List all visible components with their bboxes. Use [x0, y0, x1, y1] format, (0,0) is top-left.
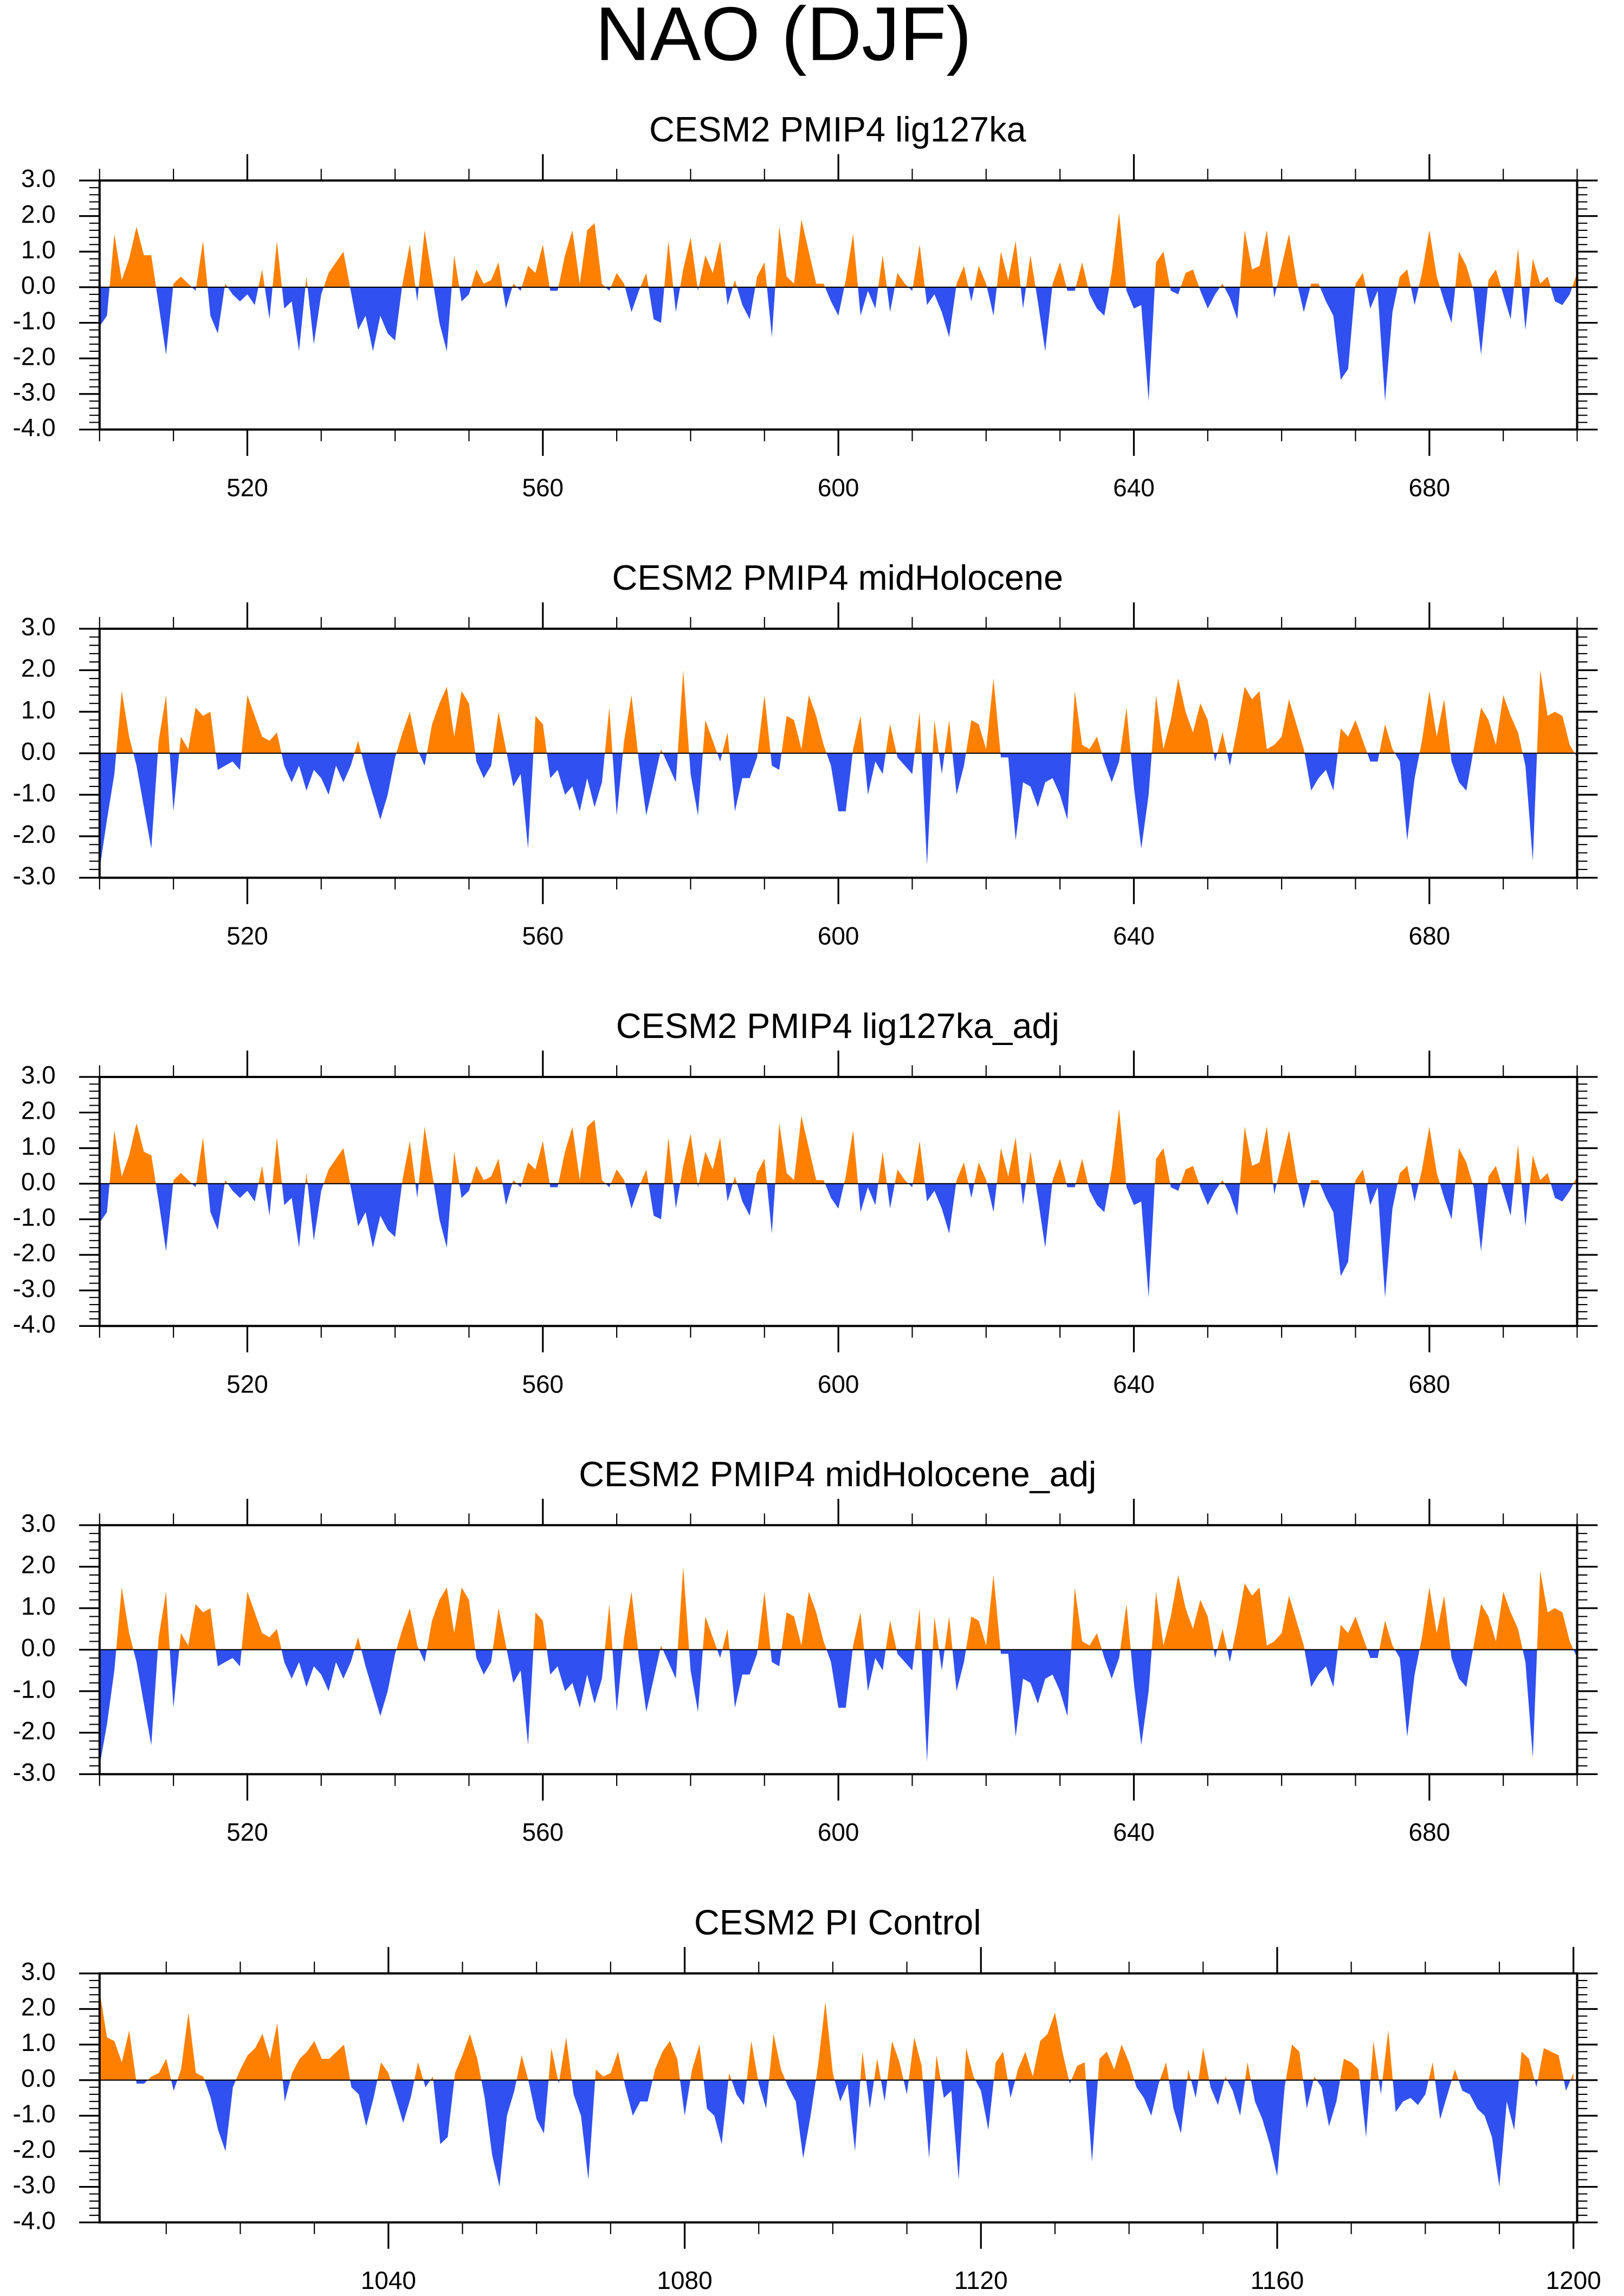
y-tick-label: 1.0 — [21, 695, 56, 724]
chart-title: CESM2 PMIP4 lig127ka_adj — [616, 1006, 1059, 1046]
y-tick-label: 3.0 — [21, 612, 56, 641]
y-tick-label: 0.0 — [21, 1634, 56, 1662]
y-tick-label: -1.0 — [13, 307, 56, 335]
x-tick-label: 1120 — [954, 2266, 1008, 2294]
x-tick-label: 520 — [227, 473, 268, 501]
y-tick-label: -2.0 — [13, 820, 56, 848]
x-tick-label: 560 — [522, 1818, 564, 1846]
x-tick-label: 600 — [818, 921, 859, 950]
y-tick-label: 0.0 — [21, 271, 56, 299]
y-tick-label: -4.0 — [13, 1310, 56, 1338]
area-positive — [99, 670, 1577, 753]
y-tick-label: 0.0 — [21, 1168, 56, 1196]
area-negative — [99, 287, 1573, 401]
figure-title: NAO (DJF) — [595, 0, 972, 76]
y-tick-label: -2.0 — [13, 1239, 56, 1267]
area-positive — [99, 1566, 1577, 1650]
chart-title: CESM2 PMIP4 midHolocene_adj — [579, 1454, 1096, 1494]
area-positive — [99, 1108, 1577, 1184]
x-tick-label: 640 — [1113, 1370, 1155, 1398]
y-tick-label: -4.0 — [13, 414, 56, 442]
x-tick-label: 520 — [227, 1818, 268, 1846]
y-tick-label: -3.0 — [13, 862, 56, 890]
area-negative — [99, 1649, 1577, 1766]
x-tick-label: 520 — [227, 1370, 268, 1398]
x-tick-label: 1200 — [1546, 2266, 1601, 2294]
y-tick-label: 3.0 — [21, 164, 56, 192]
x-tick-label: 600 — [818, 473, 859, 501]
y-tick-label: 1.0 — [21, 1592, 56, 1620]
x-tick-label: 1080 — [657, 2266, 712, 2294]
x-tick-label: 520 — [227, 921, 268, 950]
y-tick-label: -4.0 — [13, 2206, 56, 2234]
y-tick-label: 3.0 — [21, 1509, 56, 1537]
y-tick-label: -2.0 — [13, 1717, 56, 1745]
x-tick-label: 600 — [818, 1370, 859, 1398]
x-tick-label: 600 — [818, 1818, 859, 1846]
y-tick-label: 2.0 — [21, 1993, 56, 2021]
y-tick-label: -3.0 — [13, 378, 56, 406]
y-tick-label: -2.0 — [13, 342, 56, 370]
x-tick-label: 560 — [522, 473, 564, 501]
y-tick-label: -3.0 — [13, 2171, 56, 2199]
area-positive — [99, 212, 1577, 287]
y-tick-label: 1.0 — [21, 235, 56, 263]
x-tick-label: 1160 — [1251, 2266, 1304, 2294]
chart-title: CESM2 PMIP4 midHolocene — [612, 558, 1063, 597]
area-negative — [99, 2080, 1574, 2187]
x-tick-label: 560 — [522, 1370, 564, 1398]
y-tick-label: 3.0 — [21, 1061, 56, 1089]
x-tick-label: 640 — [1113, 473, 1155, 501]
y-tick-label: 3.0 — [21, 1957, 56, 1985]
y-tick-label: 2.0 — [21, 200, 56, 228]
x-tick-label: 560 — [522, 921, 564, 950]
x-tick-label: 680 — [1409, 1370, 1451, 1398]
x-tick-label: 1040 — [361, 2266, 416, 2294]
plot-frame — [98, 1972, 1578, 2224]
x-tick-label: 640 — [1113, 1818, 1155, 1846]
y-tick-label: -1.0 — [13, 778, 56, 807]
y-tick-label: -3.0 — [13, 1274, 56, 1302]
chart-title: CESM2 PI Control — [694, 1902, 981, 1942]
y-tick-label: 2.0 — [21, 654, 56, 682]
area-negative — [99, 753, 1577, 870]
y-tick-label: -1.0 — [13, 1675, 56, 1703]
y-tick-label: -2.0 — [13, 2135, 56, 2163]
y-tick-label: -3.0 — [13, 1758, 56, 1786]
y-tick-label: 2.0 — [21, 1551, 56, 1579]
y-tick-label: 1.0 — [21, 1132, 56, 1160]
y-tick-label: -1.0 — [13, 1203, 56, 1231]
y-tick-label: 0.0 — [21, 737, 56, 765]
chart-title: CESM2 PMIP4 lig127ka — [649, 109, 1027, 149]
y-tick-label: 2.0 — [21, 1097, 56, 1125]
x-tick-label: 680 — [1409, 921, 1451, 950]
area-positive — [99, 1991, 1574, 2080]
x-tick-label: 640 — [1113, 921, 1155, 950]
y-tick-label: 1.0 — [21, 2028, 56, 2056]
x-tick-label: 680 — [1409, 1818, 1451, 1846]
x-tick-label: 680 — [1409, 473, 1451, 501]
y-tick-label: -1.0 — [13, 2099, 56, 2127]
y-tick-label: 0.0 — [21, 2064, 56, 2092]
